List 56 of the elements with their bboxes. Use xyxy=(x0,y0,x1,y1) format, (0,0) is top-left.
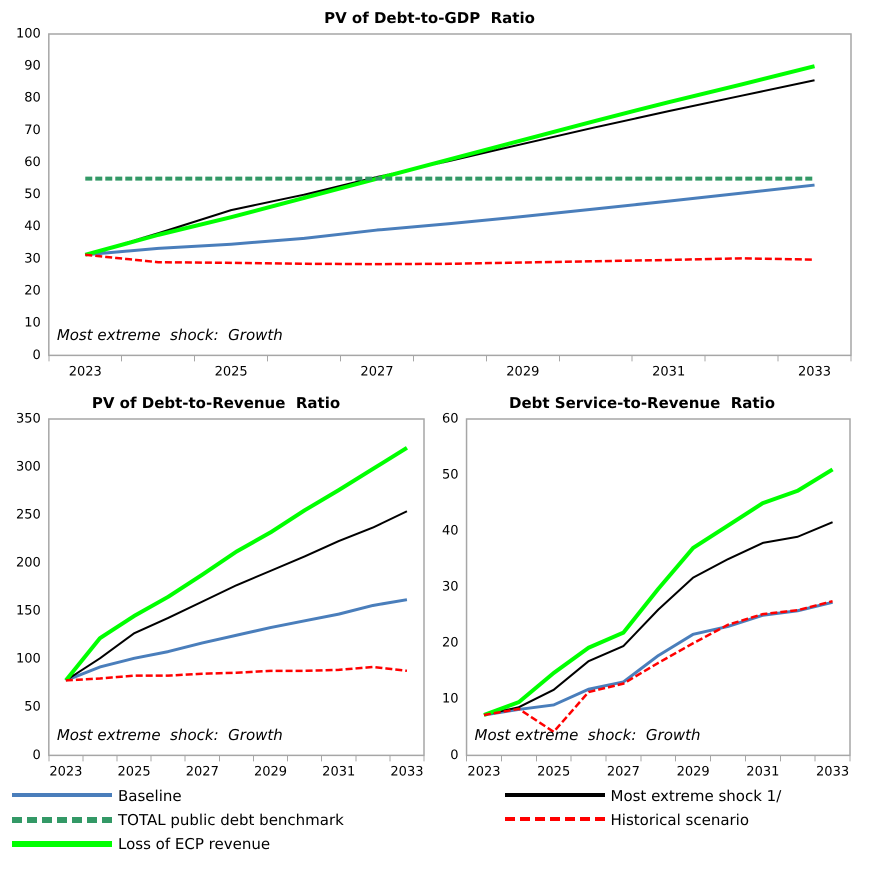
x-tick-label: 2031 xyxy=(322,764,356,780)
y-tick-label: 90 xyxy=(24,58,41,74)
y-tick-label: 20 xyxy=(442,636,459,651)
annotation: Most extreme shock: Growth xyxy=(56,326,283,344)
chart-title: PV of Debt-to-GDP Ratio xyxy=(324,8,535,27)
x-tick-label: 2023 xyxy=(49,764,82,780)
y-tick-label: 0 xyxy=(32,748,41,763)
chart-title: Debt Service-to-Revenue Ratio xyxy=(509,394,775,412)
line-series xyxy=(64,666,408,682)
y-tick-label: 0 xyxy=(32,348,41,363)
y-tick-label: 50 xyxy=(24,187,41,202)
y-tick-label: 60 xyxy=(24,154,41,170)
y-tick-label: 50 xyxy=(442,467,459,482)
y-tick-label: 250 xyxy=(16,507,41,522)
y-tick-label: 20 xyxy=(24,283,41,298)
y-tick-label: 100 xyxy=(16,26,41,42)
x-tick-label: 2025 xyxy=(118,764,151,780)
x-tick-label: 2029 xyxy=(676,764,710,780)
x-tick-label: 2025 xyxy=(537,764,570,780)
x-tick-label: 2029 xyxy=(254,764,288,780)
legend-label: Historical scenario xyxy=(610,811,750,829)
legend-label: TOTAL public debt benchmark xyxy=(118,811,344,829)
legend-label: Most extreme shock 1/ xyxy=(610,787,782,805)
y-tick-label: 60 xyxy=(442,411,459,426)
legend-label: Loss of ECP revenue xyxy=(118,835,270,853)
y-tick-label: 150 xyxy=(16,604,41,619)
y-tick-label: 10 xyxy=(24,316,41,331)
y-tick-label: 300 xyxy=(16,459,41,474)
y-tick-label: 200 xyxy=(16,556,41,571)
chart-title: PV of Debt-to-Revenue Ratio xyxy=(92,394,340,412)
y-tick-label: 70 xyxy=(24,122,41,138)
x-tick-label: 2033 xyxy=(390,764,424,780)
x-tick-label: 2031 xyxy=(652,364,686,380)
y-tick-label: 30 xyxy=(24,251,41,266)
y-tick-label: 10 xyxy=(442,692,459,707)
x-tick-label: 2033 xyxy=(798,364,832,380)
y-tick-label: 80 xyxy=(24,90,41,106)
y-tick-label: 100 xyxy=(16,652,41,667)
y-tick-label: 30 xyxy=(442,580,459,595)
y-tick-label: 0 xyxy=(450,748,459,763)
y-tick-label: 50 xyxy=(24,700,41,715)
x-tick-label: 2025 xyxy=(214,364,248,380)
x-tick-label: 2023 xyxy=(68,364,102,380)
x-tick-label: 2031 xyxy=(746,764,780,780)
y-tick-label: 40 xyxy=(24,219,41,234)
x-tick-label: 2027 xyxy=(186,764,219,780)
x-tick-label: 2029 xyxy=(506,364,540,380)
x-tick-label: 2027 xyxy=(606,764,640,780)
x-tick-label: 2023 xyxy=(467,764,501,780)
x-tick-label: 2027 xyxy=(360,364,394,380)
y-tick-label: 40 xyxy=(442,524,459,539)
annotation: Most extreme shock: Growth xyxy=(474,726,701,744)
y-tick-label: 350 xyxy=(16,411,41,426)
legend-label: Baseline xyxy=(118,787,182,805)
annotation: Most extreme shock: Growth xyxy=(56,726,283,744)
x-tick-label: 2033 xyxy=(816,764,850,780)
